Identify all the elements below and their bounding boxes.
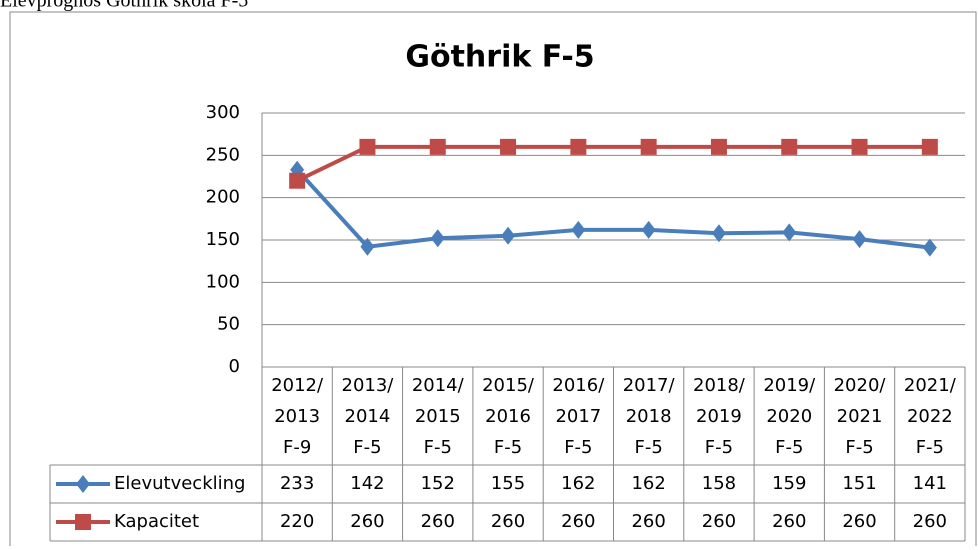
- table-value: 260: [913, 511, 947, 532]
- table-value: 260: [561, 511, 595, 532]
- point: [359, 138, 376, 155]
- point: [640, 138, 657, 155]
- table-value: 260: [421, 511, 455, 532]
- table-value: 155: [491, 473, 525, 494]
- point: [710, 138, 727, 155]
- x-tick-label: 2019/2020 F-5: [763, 375, 816, 458]
- x-tick-line: 2020/: [834, 375, 887, 396]
- y-tick-label: 250: [206, 144, 240, 165]
- x-tick-label: 2016/2017 F-5: [552, 375, 605, 458]
- x-tick-line: F-5: [353, 437, 381, 458]
- y-tick-label: 200: [206, 187, 240, 208]
- table-value: 162: [561, 473, 595, 494]
- x-tick-line: 2018/: [693, 375, 746, 396]
- x-tick-line: 2021/: [904, 375, 957, 396]
- x-tick-line: F-5: [494, 437, 522, 458]
- table-value: 260: [631, 511, 665, 532]
- x-tick-line: 2013: [274, 406, 320, 427]
- x-tick-line: 2017: [555, 406, 601, 427]
- series-line: [296, 144, 930, 183]
- legend-marker: [75, 514, 91, 530]
- chart-title: Göthrik F-5: [405, 40, 594, 75]
- table-value: 260: [842, 511, 876, 532]
- x-tick-line: 2018: [626, 406, 672, 427]
- y-tick-label: 100: [206, 271, 240, 292]
- x-tick-line: F-5: [634, 437, 662, 458]
- table-value: 158: [702, 473, 736, 494]
- point: [782, 223, 797, 242]
- x-tick-line: 2014: [345, 406, 391, 427]
- table-value: 162: [631, 473, 665, 494]
- x-tick-label: 2015/2016 F-5: [482, 375, 535, 458]
- point: [852, 230, 867, 249]
- x-tick-label: 2014/2015 F-5: [412, 375, 465, 458]
- x-tick-line: 2021: [837, 406, 883, 427]
- point: [429, 138, 446, 155]
- table-value: 152: [421, 473, 455, 494]
- x-tick-line: 2014/: [412, 375, 465, 396]
- point: [851, 138, 868, 155]
- point: [430, 229, 445, 248]
- table-value: 151: [842, 473, 876, 494]
- point: [571, 220, 586, 239]
- x-tick-line: F-5: [845, 437, 873, 458]
- chart-border: [9, 11, 977, 550]
- x-tick-label: 2018/2019 F-5: [693, 375, 746, 458]
- point: [922, 238, 937, 257]
- legend-marker: [76, 475, 90, 493]
- y-tick-label: 0: [229, 356, 240, 377]
- x-tick-label: 2012/2013 F-9: [271, 375, 324, 458]
- x-tick-line: 2013/: [342, 375, 395, 396]
- point: [360, 237, 375, 256]
- x-tick-line: 2019: [696, 406, 742, 427]
- table-value: 220: [280, 511, 314, 532]
- x-tick-label: 2021/2022 F-5: [904, 375, 957, 458]
- table-value: 260: [772, 511, 806, 532]
- caption: Elevprognos Göthrik skola F-5: [0, 0, 248, 12]
- x-tick-line: F-5: [705, 437, 733, 458]
- x-tick-line: F-9: [283, 437, 311, 458]
- x-tick-line: 2019/: [763, 375, 816, 396]
- point: [501, 226, 516, 245]
- x-tick-line: 2020: [766, 406, 812, 427]
- y-tick-label: 300: [206, 102, 240, 123]
- x-tick-line: 2016/: [552, 375, 605, 396]
- table-value: 142: [350, 473, 384, 494]
- point: [500, 138, 517, 155]
- x-tick-line: 2015/: [482, 375, 535, 396]
- point: [781, 138, 798, 155]
- x-tick-label: 2013/2014 F-5: [342, 375, 395, 458]
- point: [641, 220, 656, 239]
- point: [711, 224, 726, 243]
- y-tick-label: 150: [206, 229, 240, 250]
- table-value: 233: [280, 473, 314, 494]
- y-tick-label: 50: [217, 314, 240, 335]
- x-tick-line: 2012/: [271, 375, 324, 396]
- legend-label: Elevutveckling: [114, 473, 245, 494]
- x-tick-line: 2022: [907, 406, 953, 427]
- point: [289, 172, 306, 189]
- x-tick-line: 2015: [415, 406, 461, 427]
- table-value: 159: [772, 473, 806, 494]
- x-tick-label: 2020/2021 F-5: [834, 375, 887, 458]
- x-tick-line: F-5: [424, 437, 452, 458]
- table-value: 260: [702, 511, 736, 532]
- x-tick-label: 2017/2018 F-5: [623, 375, 676, 458]
- x-tick-line: 2017/: [623, 375, 676, 396]
- table-value: 260: [491, 511, 525, 532]
- table-value: 141: [913, 473, 947, 494]
- point: [570, 138, 587, 155]
- x-tick-line: F-5: [916, 437, 944, 458]
- point: [921, 138, 938, 155]
- legend-label: Kapacitet: [114, 511, 199, 532]
- x-tick-line: F-5: [564, 437, 592, 458]
- x-tick-line: F-5: [775, 437, 803, 458]
- x-tick-line: 2016: [485, 406, 531, 427]
- table-value: 260: [350, 511, 384, 532]
- series-line: [295, 168, 931, 250]
